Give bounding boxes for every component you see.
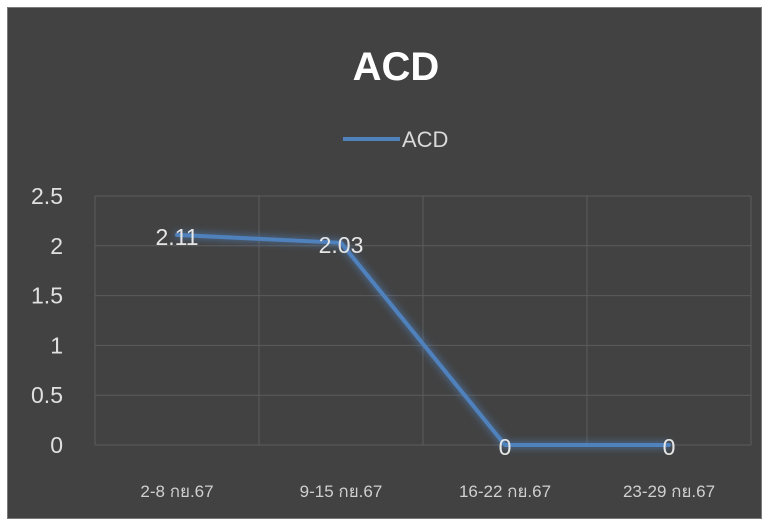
series-line-acd — [175, 232, 671, 447]
x-tick-label: 2-8 กย.67 — [140, 482, 213, 501]
x-tick-label: 16-22 กย.67 — [459, 482, 551, 501]
y-tick-label: 1.5 — [31, 283, 63, 309]
legend-label-acd: ACD — [402, 127, 448, 152]
y-tick-label: 0.5 — [31, 382, 63, 408]
data-label-acd: 2.11 — [155, 224, 198, 250]
series-acd — [175, 232, 671, 447]
data-labels: 2.11 2.03 0 0 — [155, 224, 675, 460]
chart-area: ACD ACD 0 0.5 1 1.5 2 2.5 2-8 กย.67 9-15 กย.67… — [7, 7, 762, 519]
chart-title: ACD — [353, 45, 440, 89]
y-tick-label: 1 — [50, 332, 63, 358]
data-label-acd: 0 — [499, 434, 512, 460]
data-label-acd: 2.03 — [319, 232, 364, 258]
x-axis-ticks: 2-8 กย.67 9-15 กย.67 16-22 กย.67 23-29 กย.6… — [140, 482, 715, 501]
line-chart: ACD ACD 0 0.5 1 1.5 2 2.5 2-8 กย.67 9-15 กย.67… — [31, 45, 752, 501]
x-tick-label: 23-29 กย.67 — [623, 482, 715, 501]
legend: ACD — [343, 127, 448, 152]
data-label-acd: 0 — [663, 434, 676, 460]
y-tick-label: 2 — [50, 233, 63, 259]
y-tick-label: 2.5 — [31, 183, 63, 209]
x-tick-label: 9-15 กย.67 — [300, 482, 383, 501]
y-axis-ticks: 0 0.5 1 1.5 2 2.5 — [31, 183, 63, 458]
y-tick-label: 0 — [50, 432, 63, 458]
